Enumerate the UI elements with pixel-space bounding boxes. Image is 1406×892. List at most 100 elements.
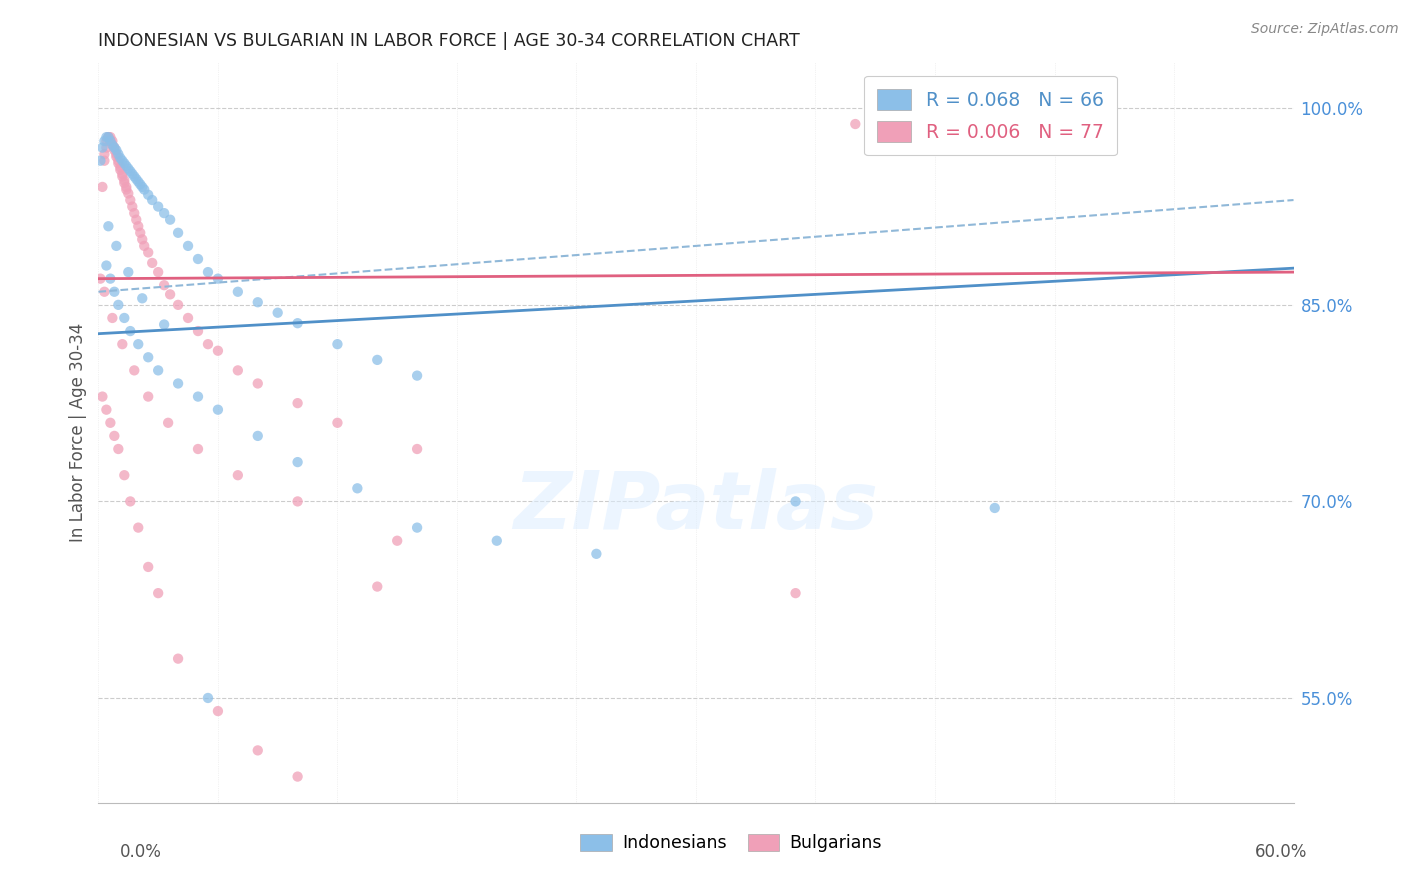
Point: [110, 151, 132, 165]
Point: [98, 416, 122, 430]
Point: [112, 176, 135, 190]
Point: [125, 212, 148, 227]
Point: [120, 193, 142, 207]
Point: [131, 291, 153, 305]
Point: [127, 219, 149, 234]
Point: [120, 164, 142, 178]
Point: [226, 363, 249, 377]
Point: [97, 219, 120, 234]
Point: [110, 162, 132, 177]
Text: Source: ZipAtlas.com: Source: ZipAtlas.com: [1251, 22, 1399, 37]
Point: [96, 259, 118, 273]
Point: [136, 351, 159, 365]
Point: [153, 278, 176, 293]
Point: [129, 178, 152, 192]
Point: [187, 324, 209, 338]
Point: [89, 271, 111, 285]
Point: [159, 287, 181, 301]
Point: [117, 161, 139, 176]
Point: [103, 140, 125, 154]
Point: [112, 468, 135, 483]
Point: [984, 500, 1007, 515]
Point: [167, 376, 190, 391]
Point: [148, 265, 170, 279]
Legend: Indonesians, Bulgarians: Indonesians, Bulgarians: [572, 825, 890, 861]
Point: [187, 390, 209, 404]
Point: [112, 310, 135, 325]
Point: [785, 494, 807, 508]
Point: [167, 651, 190, 665]
Point: [246, 429, 269, 443]
Point: [93, 285, 115, 299]
Point: [366, 580, 388, 594]
Point: [167, 298, 190, 312]
Point: [101, 310, 124, 325]
Point: [101, 138, 124, 153]
Point: [187, 442, 209, 456]
Point: [246, 743, 269, 757]
Point: [97, 130, 120, 145]
Point: [98, 134, 122, 148]
Point: [115, 180, 138, 194]
Point: [103, 143, 125, 157]
Point: [136, 390, 159, 404]
Text: 60.0%: 60.0%: [1256, 843, 1308, 861]
Point: [197, 337, 219, 351]
Point: [107, 298, 129, 312]
Point: [103, 429, 125, 443]
Point: [167, 226, 190, 240]
Point: [107, 153, 129, 168]
Point: [129, 226, 152, 240]
Point: [117, 186, 139, 201]
Point: [385, 533, 409, 548]
Point: [246, 295, 269, 310]
Point: [287, 396, 309, 410]
Point: [406, 368, 429, 383]
Point: [207, 704, 229, 718]
Point: [148, 363, 170, 377]
Point: [101, 138, 124, 153]
Point: [98, 134, 122, 148]
Point: [785, 586, 807, 600]
Point: [103, 285, 125, 299]
Point: [197, 690, 219, 705]
Point: [207, 271, 229, 285]
Point: [93, 134, 115, 148]
Text: INDONESIAN VS BULGARIAN IN LABOR FORCE | AGE 30-34 CORRELATION CHART: INDONESIAN VS BULGARIAN IN LABOR FORCE |…: [98, 32, 800, 50]
Point: [125, 172, 148, 186]
Point: [111, 153, 134, 168]
Point: [103, 140, 125, 154]
Point: [246, 376, 269, 391]
Point: [105, 147, 128, 161]
Point: [98, 271, 122, 285]
Point: [406, 521, 429, 535]
Point: [107, 147, 129, 161]
Point: [366, 352, 388, 367]
Point: [287, 494, 309, 508]
Point: [91, 140, 114, 154]
Point: [326, 416, 349, 430]
Point: [197, 265, 219, 279]
Point: [226, 468, 249, 483]
Point: [105, 150, 128, 164]
Point: [105, 239, 128, 253]
Point: [287, 455, 309, 469]
Point: [112, 173, 135, 187]
Point: [131, 180, 153, 194]
Point: [124, 363, 146, 377]
Point: [117, 265, 139, 279]
Point: [96, 134, 118, 148]
Point: [326, 337, 349, 351]
Point: [96, 140, 118, 154]
Text: 0.0%: 0.0%: [120, 843, 162, 861]
Point: [111, 169, 134, 184]
Point: [124, 169, 146, 184]
Point: [97, 130, 120, 145]
Point: [177, 239, 200, 253]
Point: [91, 180, 114, 194]
Point: [121, 167, 143, 181]
Point: [127, 175, 149, 189]
Point: [207, 343, 229, 358]
Point: [96, 402, 118, 417]
Point: [127, 337, 149, 351]
